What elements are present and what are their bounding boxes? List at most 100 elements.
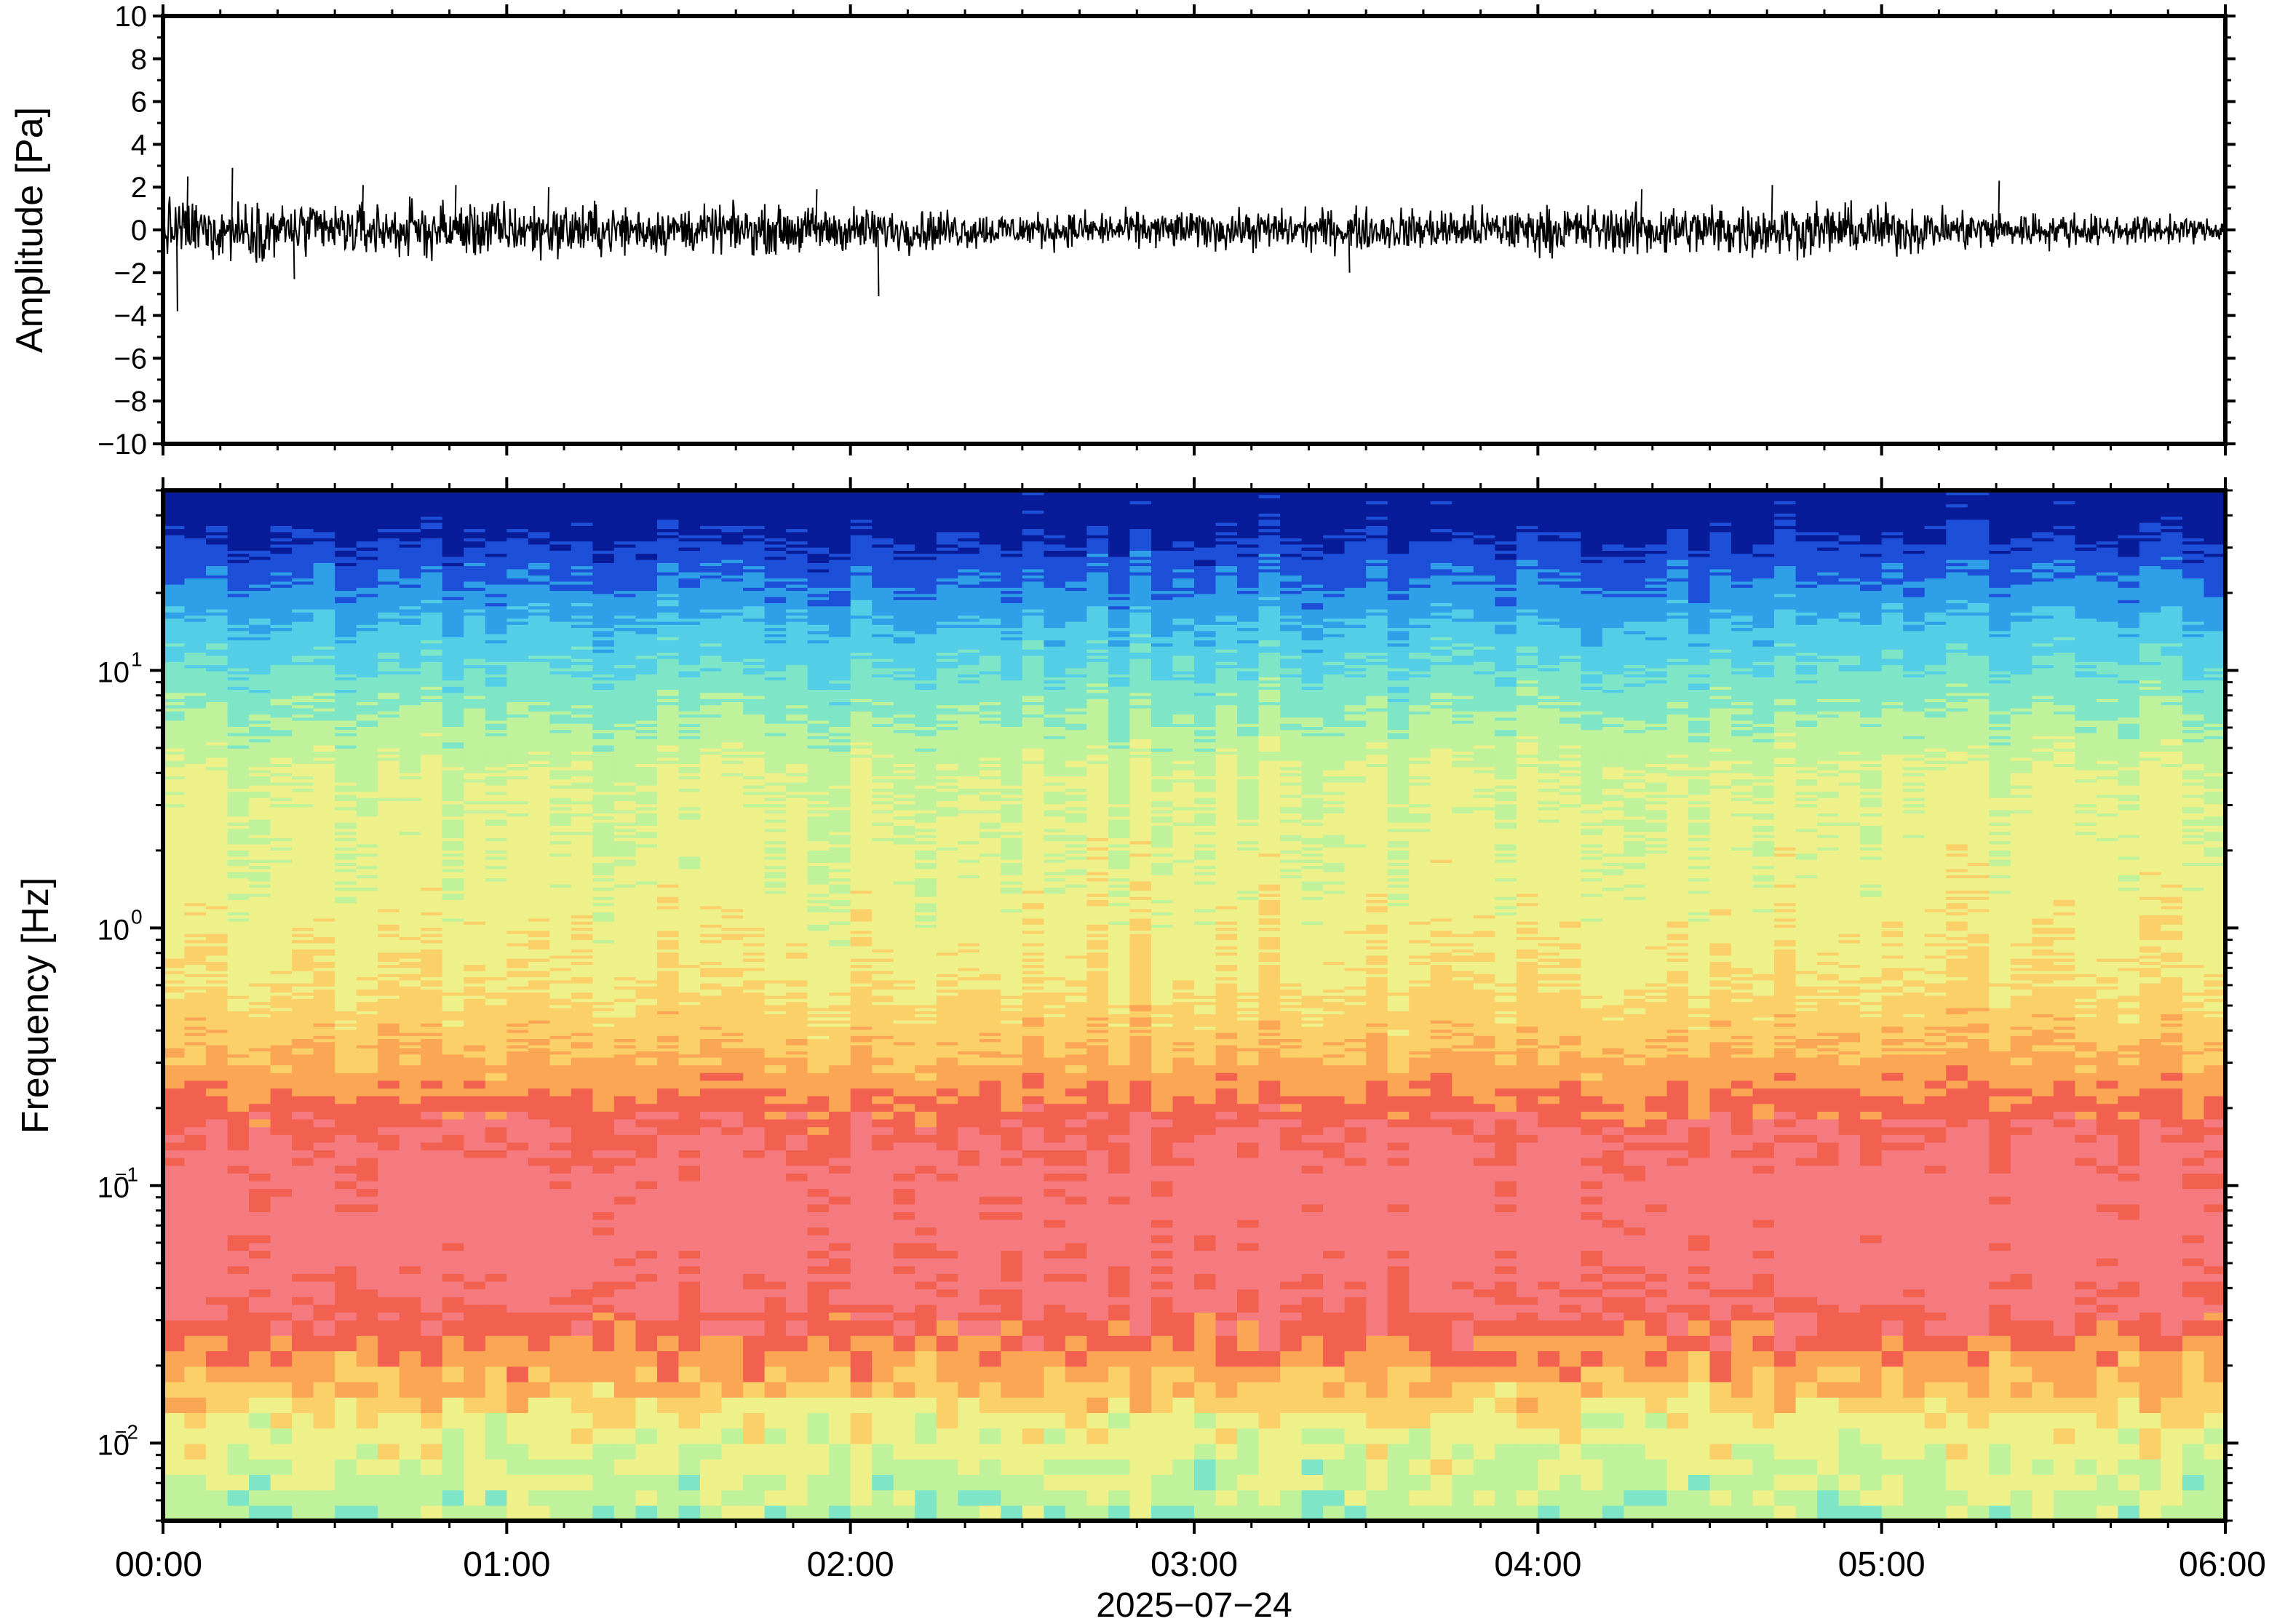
spectrogram-cell [485, 955, 508, 959]
spectrogram-cell [528, 661, 551, 666]
spectrogram-cell [506, 976, 529, 981]
spectrogram-cell [399, 908, 421, 912]
spectrogram-cell [549, 883, 572, 888]
spectrogram-cell [442, 1474, 465, 1491]
spectrogram-cell [571, 590, 594, 594]
spectrogram-cell [506, 1350, 529, 1367]
spectrogram-cell [442, 739, 465, 743]
spectrogram-cell [335, 779, 357, 783]
spectrogram-cell [292, 541, 314, 545]
spectrogram-cell [485, 918, 508, 922]
spectrogram-cell [485, 1157, 508, 1166]
spectrogram-cell [485, 859, 508, 863]
spectrogram-cell [528, 1335, 551, 1352]
spectrogram-cell [485, 729, 508, 733]
spectrogram-cell [206, 846, 229, 851]
spectrogram-cell [571, 605, 594, 610]
spectrogram-cell [184, 612, 207, 616]
spectrogram-cell [506, 600, 529, 604]
spectrogram-cell [378, 701, 400, 706]
spectrogram-cell [163, 915, 186, 919]
spectrogram-cell [592, 630, 615, 634]
spectrogram-cell [442, 516, 465, 520]
spectrogram-cell [270, 541, 293, 545]
spectrogram-cell [464, 1412, 486, 1429]
spectrogram-cell [163, 711, 186, 715]
spectrogram-cell [571, 1489, 594, 1506]
spectrogram-cell [506, 575, 529, 579]
spectrogram-cell [270, 1381, 293, 1398]
spectrogram-cell [421, 670, 443, 674]
spectrogram-cell [356, 949, 378, 953]
spectrogram-cell [464, 1111, 486, 1120]
spectrogram-cell [421, 1242, 443, 1251]
spectrogram-cell [184, 720, 207, 724]
spectrogram-cell [399, 633, 421, 637]
spectrogram-cell [184, 658, 207, 662]
spectrogram-cell [399, 615, 421, 619]
spectrogram-cell [270, 682, 293, 687]
spectrogram-cell [464, 1319, 486, 1336]
spectrogram-cell [399, 600, 421, 604]
spectrogram-cell [313, 516, 335, 520]
spectrogram-cell [356, 1029, 378, 1033]
spectrogram-cell [335, 1319, 357, 1336]
spectrogram-cell [227, 933, 250, 937]
spectrogram-cell [549, 686, 572, 690]
spectrogram-cell [206, 627, 229, 632]
spectrogram-cell [485, 939, 508, 944]
spectrogram-cell [313, 1289, 335, 1297]
spectrogram-cell [485, 519, 508, 523]
spectrogram-cell [249, 593, 271, 597]
spectrogram-cell [442, 754, 465, 758]
spectrogram-cell [292, 729, 314, 733]
spectrogram-cell [356, 630, 378, 634]
spectrogram-cell [227, 556, 250, 560]
spectrogram-cell [549, 933, 572, 937]
spectrogram-cell [313, 859, 335, 863]
spectrogram-cell [442, 612, 465, 616]
spectrogram-cell [292, 649, 314, 653]
spectrogram-cell [206, 751, 229, 755]
spectrogram-cell [421, 736, 443, 739]
spectrogram-cell [378, 1157, 400, 1166]
spectrogram-cell [421, 1265, 443, 1274]
spectrogram-cell [270, 596, 293, 600]
spectrogram-cell [421, 667, 443, 672]
spectrogram-cell [313, 1072, 335, 1081]
spectrogram-cell [571, 1257, 594, 1267]
spectrogram-cell [227, 912, 250, 916]
spectrogram-cell [163, 949, 186, 953]
spectrogram-cell [163, 875, 186, 879]
spectrogram-cell [378, 865, 400, 869]
spectrogram-cell [335, 661, 357, 666]
spectrogram-cell [549, 955, 572, 959]
spectrogram-cell [506, 942, 529, 947]
spectrogram-cell [206, 1297, 229, 1305]
spectrogram-cell [356, 905, 378, 909]
spectrogram-cell [506, 986, 529, 990]
spectrogram-cell [442, 1111, 465, 1120]
spectrogram-cell [485, 509, 508, 514]
spectrogram-cell [313, 596, 335, 600]
spectrogram-cell [399, 726, 421, 731]
spectrogram-cell [184, 924, 207, 928]
spectrogram-cell [163, 605, 186, 610]
spectrogram-cell [335, 1026, 357, 1030]
spectrogram-cell [399, 924, 421, 928]
spectrogram-cell [227, 534, 250, 538]
spectrogram-cell [163, 732, 186, 736]
spectrogram-cell [399, 711, 421, 715]
spectrogram-cell [399, 534, 421, 538]
spectrogram-cell [485, 952, 508, 956]
spectrogram-cell [292, 853, 314, 857]
spectrogram-cell [292, 695, 314, 699]
spectrogram-cell [592, 791, 615, 795]
spectrogram-cell [356, 1319, 378, 1336]
spectrogram-cell [485, 587, 508, 592]
spectrogram-cell [528, 491, 551, 495]
spectrogram-cell [206, 945, 229, 950]
spectrogram-cell [206, 707, 229, 712]
spectrogram-cell [485, 887, 508, 891]
spectrogram-cell [378, 995, 400, 999]
